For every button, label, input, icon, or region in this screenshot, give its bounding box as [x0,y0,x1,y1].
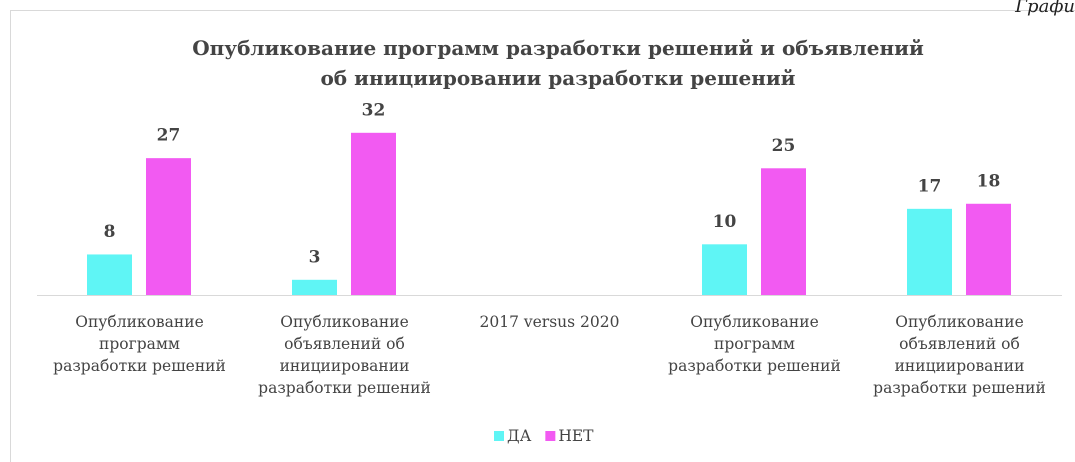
bar [146,158,191,295]
data-label: 8 [104,222,116,242]
bar [702,244,747,295]
chart-title: Опубликование программ разработки решени… [192,36,924,90]
data-label: 32 [362,100,386,120]
x-tick-label: 2017 versus 2020 [479,313,620,331]
legend-swatch [494,431,504,441]
legend-label: НЕТ [558,427,594,445]
legend-swatch [545,431,556,441]
data-label: 10 [713,212,737,232]
data-label: 27 [157,126,181,146]
caption: Графи [1015,0,1075,17]
x-tick-label: Опубликование объявлений об инициировани… [873,313,1046,397]
legend-label: ДА [507,427,532,445]
data-label: 17 [918,176,942,196]
bar [966,203,1011,295]
x-tick-label: Опубликование программ разработки решени… [668,313,841,375]
bar [292,279,337,295]
data-label: 18 [977,171,1001,191]
x-tick-label: Опубликование объявлений об инициировани… [258,313,431,397]
x-tick-label: Опубликование программ разработки решени… [53,313,226,375]
bar [351,132,396,295]
bar [761,168,806,295]
data-label: 25 [772,136,796,156]
data-label: 3 [309,247,321,267]
bar [907,208,952,295]
bar [87,254,132,295]
